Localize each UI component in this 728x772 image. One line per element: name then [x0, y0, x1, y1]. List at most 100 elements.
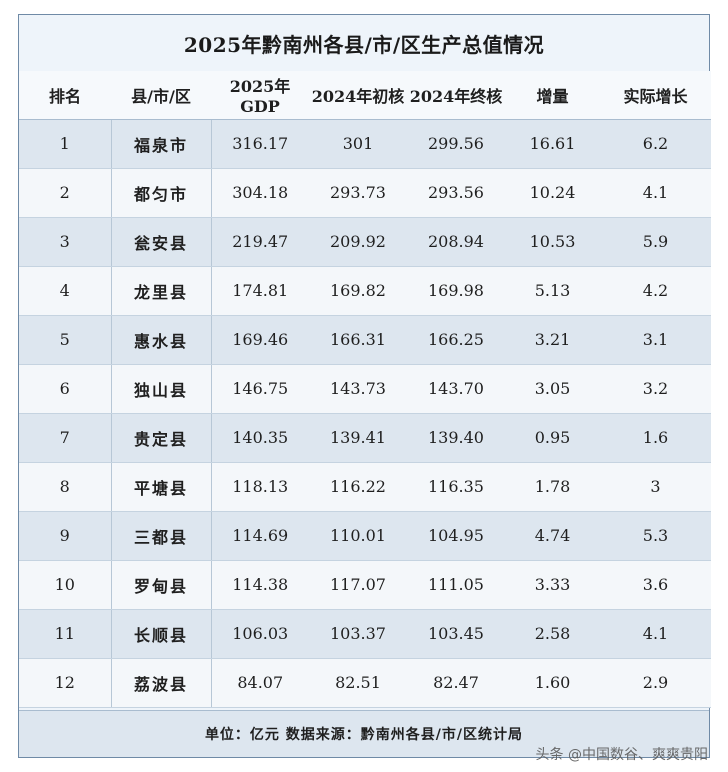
cell-final-2024: 82.47: [407, 658, 505, 708]
table-frame: 2025年黔南州各县/市/区生产总值情况 排名 县/市/区 2025年GDP 2…: [18, 14, 711, 758]
cell-rank: 4: [19, 266, 111, 316]
footer-note: 单位：亿元 数据来源：黔南州各县/市/区统计局: [19, 710, 709, 757]
cell-county: 福泉市: [110, 119, 211, 169]
cell-increase: 1.78: [505, 462, 600, 512]
cell-final-2024: 143.70: [407, 364, 505, 414]
table-row: 1 福泉市 316.17 301 299.56 16.61 6.2: [19, 119, 711, 169]
cell-county: 龙里县: [110, 266, 211, 316]
cell-real-growth: 3.6: [600, 560, 711, 610]
cell-increase: 1.60: [505, 658, 600, 708]
cell-initial-2024: 116.22: [309, 462, 407, 512]
table-row: 11 长顺县 106.03 103.37 103.45 2.58 4.1: [19, 609, 711, 659]
cell-county: 惠水县: [110, 315, 211, 365]
cell-initial-2024: 117.07: [309, 560, 407, 610]
table-row: 7 贵定县 140.35 139.41 139.40 0.95 1.6: [19, 413, 711, 463]
cell-gdp-2025: 114.38: [210, 560, 309, 610]
cell-gdp-2025: 114.69: [210, 511, 309, 561]
cell-initial-2024: 110.01: [309, 511, 407, 561]
table-title: 2025年黔南州各县/市/区生产总值情况: [19, 15, 709, 72]
cell-gdp-2025: 219.47: [210, 217, 309, 267]
cell-initial-2024: 293.73: [309, 168, 407, 218]
cell-county: 罗甸县: [110, 560, 211, 610]
cell-final-2024: 116.35: [407, 462, 505, 512]
cell-county: 长顺县: [110, 609, 211, 659]
cell-gdp-2025: 140.35: [210, 413, 309, 463]
header-row: 排名 县/市/区 2025年GDP 2024年初核 2024年终核 增量 实际增…: [19, 71, 711, 120]
cell-increase: 5.13: [505, 266, 600, 316]
table-row: 2 都匀市 304.18 293.73 293.56 10.24 4.1: [19, 168, 711, 218]
cell-initial-2024: 143.73: [309, 364, 407, 414]
cell-gdp-2025: 304.18: [210, 168, 309, 218]
header-gdp-2025: 2025年GDP: [211, 71, 309, 120]
cell-increase: 3.33: [505, 560, 600, 610]
cell-real-growth: 4.2: [600, 266, 711, 316]
table-row: 8 平塘县 118.13 116.22 116.35 1.78 3: [19, 462, 711, 512]
cell-increase: 4.74: [505, 511, 600, 561]
watermark: 头条 @中国数谷、爽爽贵阳: [535, 747, 708, 763]
cell-real-growth: 5.9: [600, 217, 711, 267]
cell-county: 荔波县: [110, 658, 211, 708]
header-real-growth: 实际增长: [600, 71, 711, 120]
gdp-table: 排名 县/市/区 2025年GDP 2024年初核 2024年终核 增量 实际增…: [19, 71, 711, 708]
cell-gdp-2025: 169.46: [210, 315, 309, 365]
cell-real-growth: 6.2: [600, 119, 711, 169]
cell-real-growth: 3.1: [600, 315, 711, 365]
cell-gdp-2025: 84.07: [210, 658, 309, 708]
cell-initial-2024: 103.37: [309, 609, 407, 659]
cell-final-2024: 104.95: [407, 511, 505, 561]
cell-increase: 2.58: [505, 609, 600, 659]
cell-final-2024: 299.56: [407, 119, 505, 169]
cell-final-2024: 169.98: [407, 266, 505, 316]
cell-final-2024: 111.05: [407, 560, 505, 610]
table-row: 5 惠水县 169.46 166.31 166.25 3.21 3.1: [19, 315, 711, 365]
cell-real-growth: 2.9: [600, 658, 711, 708]
table-row: 3 瓮安县 219.47 209.92 208.94 10.53 5.9: [19, 217, 711, 267]
cell-increase: 10.24: [505, 168, 600, 218]
cell-real-growth: 4.1: [600, 609, 711, 659]
cell-initial-2024: 209.92: [309, 217, 407, 267]
cell-increase: 10.53: [505, 217, 600, 267]
cell-initial-2024: 169.82: [309, 266, 407, 316]
cell-final-2024: 293.56: [407, 168, 505, 218]
cell-final-2024: 166.25: [407, 315, 505, 365]
cell-rank: 2: [19, 168, 111, 218]
cell-rank: 12: [19, 658, 111, 708]
cell-initial-2024: 139.41: [309, 413, 407, 463]
cell-increase: 3.21: [505, 315, 600, 365]
header-increase: 增量: [505, 71, 600, 120]
cell-gdp-2025: 146.75: [210, 364, 309, 414]
header-rank: 排名: [19, 71, 111, 120]
cell-final-2024: 139.40: [407, 413, 505, 463]
cell-rank: 11: [19, 609, 111, 659]
cell-real-growth: 3.2: [600, 364, 711, 414]
table-row: 4 龙里县 174.81 169.82 169.98 5.13 4.2: [19, 266, 711, 316]
table-row: 10 罗甸县 114.38 117.07 111.05 3.33 3.6: [19, 560, 711, 610]
header-final-2024: 2024年终核: [407, 71, 505, 120]
cell-county: 都匀市: [110, 168, 211, 218]
cell-final-2024: 103.45: [407, 609, 505, 659]
header-county: 县/市/区: [111, 71, 211, 120]
cell-real-growth: 1.6: [600, 413, 711, 463]
table-row: 9 三都县 114.69 110.01 104.95 4.74 5.3: [19, 511, 711, 561]
cell-rank: 8: [19, 462, 111, 512]
cell-rank: 7: [19, 413, 111, 463]
table-row: 12 荔波县 84.07 82.51 82.47 1.60 2.9: [19, 658, 711, 708]
cell-rank: 5: [19, 315, 111, 365]
cell-county: 瓮安县: [110, 217, 211, 267]
cell-final-2024: 208.94: [407, 217, 505, 267]
cell-increase: 0.95: [505, 413, 600, 463]
header-initial-2024: 2024年初核: [309, 71, 407, 120]
cell-real-growth: 4.1: [600, 168, 711, 218]
cell-gdp-2025: 106.03: [210, 609, 309, 659]
cell-rank: 10: [19, 560, 111, 610]
cell-gdp-2025: 118.13: [210, 462, 309, 512]
cell-county: 独山县: [110, 364, 211, 414]
cell-real-growth: 3: [600, 462, 711, 512]
cell-increase: 16.61: [505, 119, 600, 169]
cell-rank: 3: [19, 217, 111, 267]
cell-initial-2024: 166.31: [309, 315, 407, 365]
cell-increase: 3.05: [505, 364, 600, 414]
cell-gdp-2025: 316.17: [210, 119, 309, 169]
cell-rank: 6: [19, 364, 111, 414]
table-row: 6 独山县 146.75 143.73 143.70 3.05 3.2: [19, 364, 711, 414]
